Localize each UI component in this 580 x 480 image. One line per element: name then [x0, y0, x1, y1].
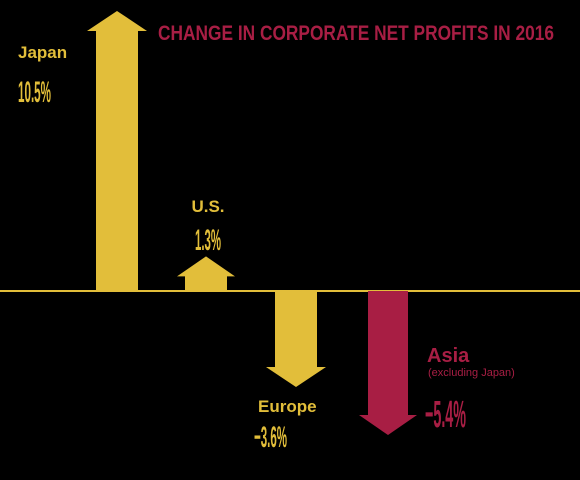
bar-arrow-japan [87, 10, 147, 292]
value-label-asia: −5.4% [425, 394, 466, 436]
bar-arrow-europe [266, 291, 326, 388]
bar-arrow-asia [359, 291, 417, 436]
value-label-us: 1.3% [195, 224, 221, 257]
bar-arrow-us [177, 256, 235, 291]
category-label-europe: Europe [258, 397, 317, 416]
category-label-asia: Asia [427, 345, 470, 367]
category-sublabel-asia: (excluding Japan) [428, 367, 515, 379]
value-label-japan: 10.5% [18, 76, 51, 109]
category-label-japan: Japan [18, 43, 67, 62]
value-label-europe: −3.6% [254, 421, 287, 454]
chart-title: CHANGE IN CORPORATE NET PROFITS IN 2016 [158, 22, 554, 45]
category-label-us: U.S. [191, 197, 224, 216]
